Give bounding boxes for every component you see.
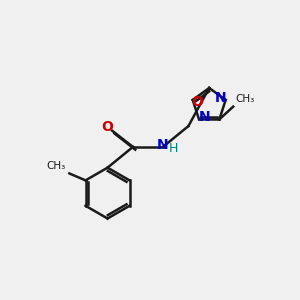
Text: N: N [199,110,211,124]
Text: O: O [102,120,113,134]
Text: O: O [191,95,203,109]
Text: CH₃: CH₃ [236,94,255,104]
Text: N: N [215,91,227,105]
Text: CH₃: CH₃ [47,161,66,171]
Text: N: N [157,138,169,152]
Text: H: H [169,142,178,154]
